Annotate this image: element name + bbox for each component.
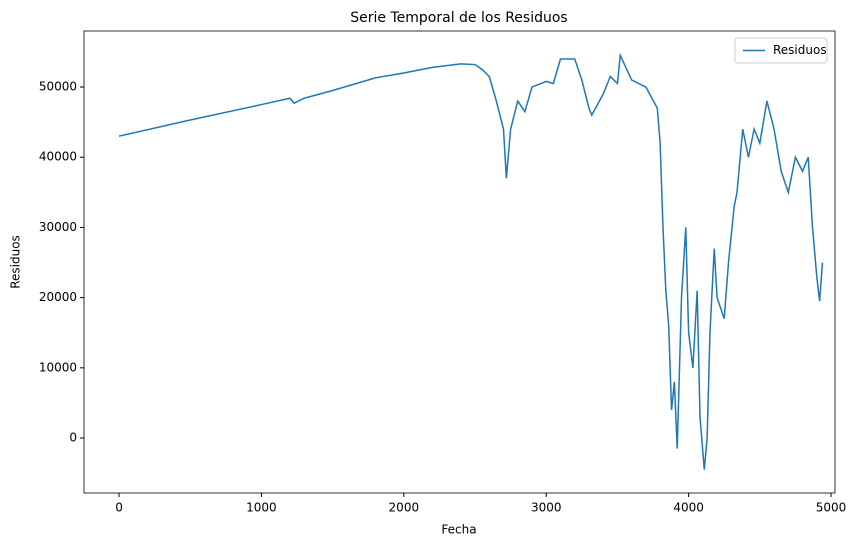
y-tick-label: 50000 bbox=[39, 80, 77, 94]
y-axis-label: Residuos bbox=[9, 235, 23, 289]
x-axis-label: Fecha bbox=[441, 523, 476, 537]
chart-title: Serie Temporal de los Residuos bbox=[350, 10, 567, 26]
x-tick-label: 1000 bbox=[246, 501, 277, 515]
y-tick-label: 40000 bbox=[39, 150, 77, 164]
y-tick-label: 0 bbox=[69, 431, 77, 445]
plot-frame bbox=[83, 30, 836, 494]
legend-box bbox=[734, 37, 828, 64]
x-tick-label: 0 bbox=[115, 501, 123, 515]
x-tick-label: 4000 bbox=[673, 501, 704, 515]
y-tick-label: 30000 bbox=[39, 220, 77, 234]
line-series bbox=[118, 52, 824, 470]
y-tick-label: 20000 bbox=[39, 290, 77, 304]
y-tick-label: 10000 bbox=[39, 360, 77, 374]
x-tick-label: 5000 bbox=[816, 501, 847, 515]
x-tick-label: 3000 bbox=[531, 501, 562, 515]
legend-label: Residuos bbox=[773, 43, 827, 57]
x-tick-label: 2000 bbox=[389, 501, 420, 515]
